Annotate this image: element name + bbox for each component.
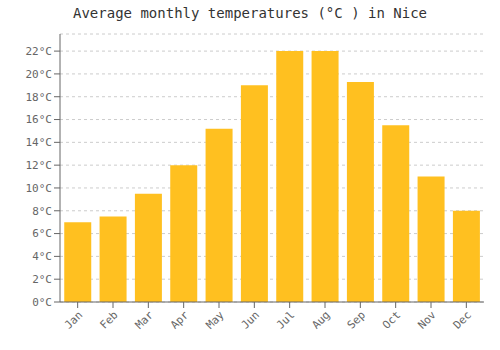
svg-text:Jan: Jan [62,308,85,331]
svg-text:Mar: Mar [133,308,157,332]
svg-text:Oct: Oct [380,308,403,331]
svg-text:4°C: 4°C [32,250,52,263]
svg-text:Jun: Jun [239,308,262,331]
svg-text:14°C: 14°C [26,136,53,149]
svg-text:10°C: 10°C [26,182,53,195]
svg-text:Dec: Dec [451,308,474,331]
svg-text:16°C: 16°C [26,113,53,126]
svg-text:0°C: 0°C [32,296,52,309]
svg-text:Jul: Jul [274,308,297,331]
svg-text:2°C: 2°C [32,273,52,286]
svg-text:6°C: 6°C [32,227,52,240]
svg-text:18°C: 18°C [26,91,53,104]
svg-text:12°C: 12°C [26,159,53,172]
svg-text:Sep: Sep [345,308,368,331]
svg-text:Feb: Feb [97,308,120,331]
svg-text:20°C: 20°C [26,68,53,81]
svg-text:8°C: 8°C [32,205,52,218]
svg-text:Apr: Apr [168,308,192,332]
svg-text:May: May [203,308,227,332]
svg-text:Aug: Aug [309,308,332,331]
svg-text:Nov: Nov [415,308,439,332]
svg-text:22°C: 22°C [26,45,53,58]
html-text:Average monthly temperatures (: Average monthly temperatures (°C ) in Ni… [73,5,427,21]
